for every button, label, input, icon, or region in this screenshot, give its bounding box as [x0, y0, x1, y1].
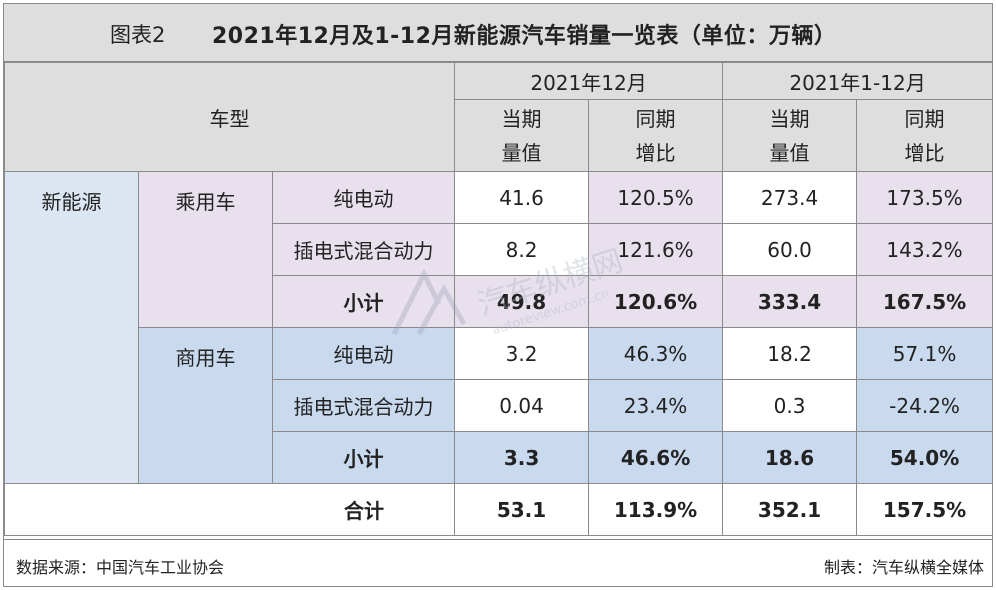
table-row: 插电式混合动力 8.2 121.6% 60.0 143.2% [5, 223, 994, 276]
ytd-value: 0.3 [722, 379, 858, 432]
header-ytd-value-line1: 当期 [769, 106, 810, 131]
row-label: 小计 [271, 275, 456, 328]
header-dec-value-line2: 量值 [501, 140, 542, 165]
report-frame: 图表2 2021年12月及1-12月新能源汽车销量一览表（单位：万辆） 车型 2… [3, 3, 994, 587]
header-dec-growth-line1: 同期 [635, 106, 676, 131]
dec-value: 3.2 [454, 327, 590, 380]
data-source: 数据来源：中国汽车工业协会 [16, 558, 225, 577]
footer: 数据来源：中国汽车工业协会 制表：汽车纵横全媒体 [4, 539, 992, 587]
ytd-growth: -24.2% [856, 379, 994, 432]
dec-growth: 23.4% [588, 379, 724, 432]
header-ytd-growth-line1: 同期 [904, 106, 945, 131]
dec-growth: 121.6% [588, 223, 724, 276]
ytd-value: 18.6 [722, 431, 858, 484]
ytd-growth: 173.5% [856, 171, 994, 224]
table-row-total: 合计 53.1 113.9% 352.1 157.5% [3, 483, 994, 536]
table-row: 商用车 纯电动 3.2 46.3% 18.2 57.1% [5, 327, 994, 484]
header-dec-value: 当期 量值 [454, 99, 590, 172]
sales-table: 车型 2021年12月 2021年1-12月 当期 量值 同期 增比 当期 量值… [3, 62, 994, 536]
table-row-subtotal: 小计 3.3 46.6% 18.6 54.0% [5, 431, 994, 484]
ytd-value: 352.1 [722, 483, 858, 536]
header-ytd-growth-line2: 增比 [904, 140, 945, 165]
header-period-dec: 2021年12月 [454, 62, 724, 100]
dec-value: 3.3 [454, 431, 590, 484]
header-vehicle-type: 车型 [3, 62, 456, 172]
ytd-growth: 167.5% [856, 275, 994, 328]
table-row: 插电式混合动力 0.04 23.4% 0.3 -24.2% [5, 379, 994, 432]
table-maker: 制表：汽车纵横全媒体 [823, 558, 984, 577]
ytd-growth: 54.0% [856, 431, 994, 484]
header-ytd-value: 当期 量值 [722, 99, 858, 172]
header-dec-value-line1: 当期 [501, 106, 542, 131]
ytd-growth: 57.1% [856, 327, 994, 380]
row-label: 纯电动 [271, 327, 456, 380]
header-row-metrics: 当期 量值 同期 增比 当期 量值 同期 增比 [5, 99, 994, 172]
header-dec-growth-line2: 增比 [635, 140, 676, 165]
ytd-growth: 143.2% [856, 223, 994, 276]
total-label: 合计 [3, 483, 456, 536]
table-row: 新能源 乘用车 纯电动 41.6 120.5% 273.4 173.5% [4, 171, 994, 484]
dec-growth: 46.3% [588, 327, 724, 380]
dec-growth: 120.5% [588, 171, 724, 224]
ytd-value: 273.4 [722, 171, 858, 224]
dec-value: 41.6 [454, 171, 590, 224]
row-label: 小计 [271, 431, 456, 484]
ytd-value: 18.2 [722, 327, 858, 380]
group-commercial: 商用车 [138, 327, 273, 484]
title-bar: 图表2 2021年12月及1-12月新能源汽车销量一览表（单位：万辆） [4, 4, 992, 62]
dec-growth: 46.6% [588, 431, 724, 484]
table-title: 2021年12月及1-12月新能源汽车销量一览表（单位：万辆） [212, 24, 837, 49]
ytd-value: 60.0 [722, 223, 858, 276]
ytd-growth: 157.5% [856, 483, 994, 536]
dec-growth: 113.9% [588, 483, 724, 536]
row-label: 插电式混合动力 [271, 379, 456, 432]
row-label: 纯电动 [271, 171, 456, 224]
dec-growth: 120.6% [588, 275, 724, 328]
header-ytd-growth: 同期 增比 [856, 99, 994, 172]
category-cell: 新能源 [4, 171, 139, 484]
ytd-value: 333.4 [722, 275, 858, 328]
figure-label: 图表2 [110, 23, 166, 47]
header-dec-growth: 同期 增比 [588, 99, 724, 172]
dec-value: 0.04 [454, 379, 590, 432]
row-label: 插电式混合动力 [271, 223, 456, 276]
header-row-periods: 车型 2021年12月 2021年1-12月 [3, 62, 994, 172]
header-ytd-value-line2: 量值 [769, 140, 810, 165]
dec-value: 53.1 [454, 483, 590, 536]
header-period-ytd: 2021年1-12月 [722, 62, 994, 100]
dec-value: 49.8 [454, 275, 590, 328]
dec-value: 8.2 [454, 223, 590, 276]
group-passenger: 乘用车 [138, 171, 273, 328]
